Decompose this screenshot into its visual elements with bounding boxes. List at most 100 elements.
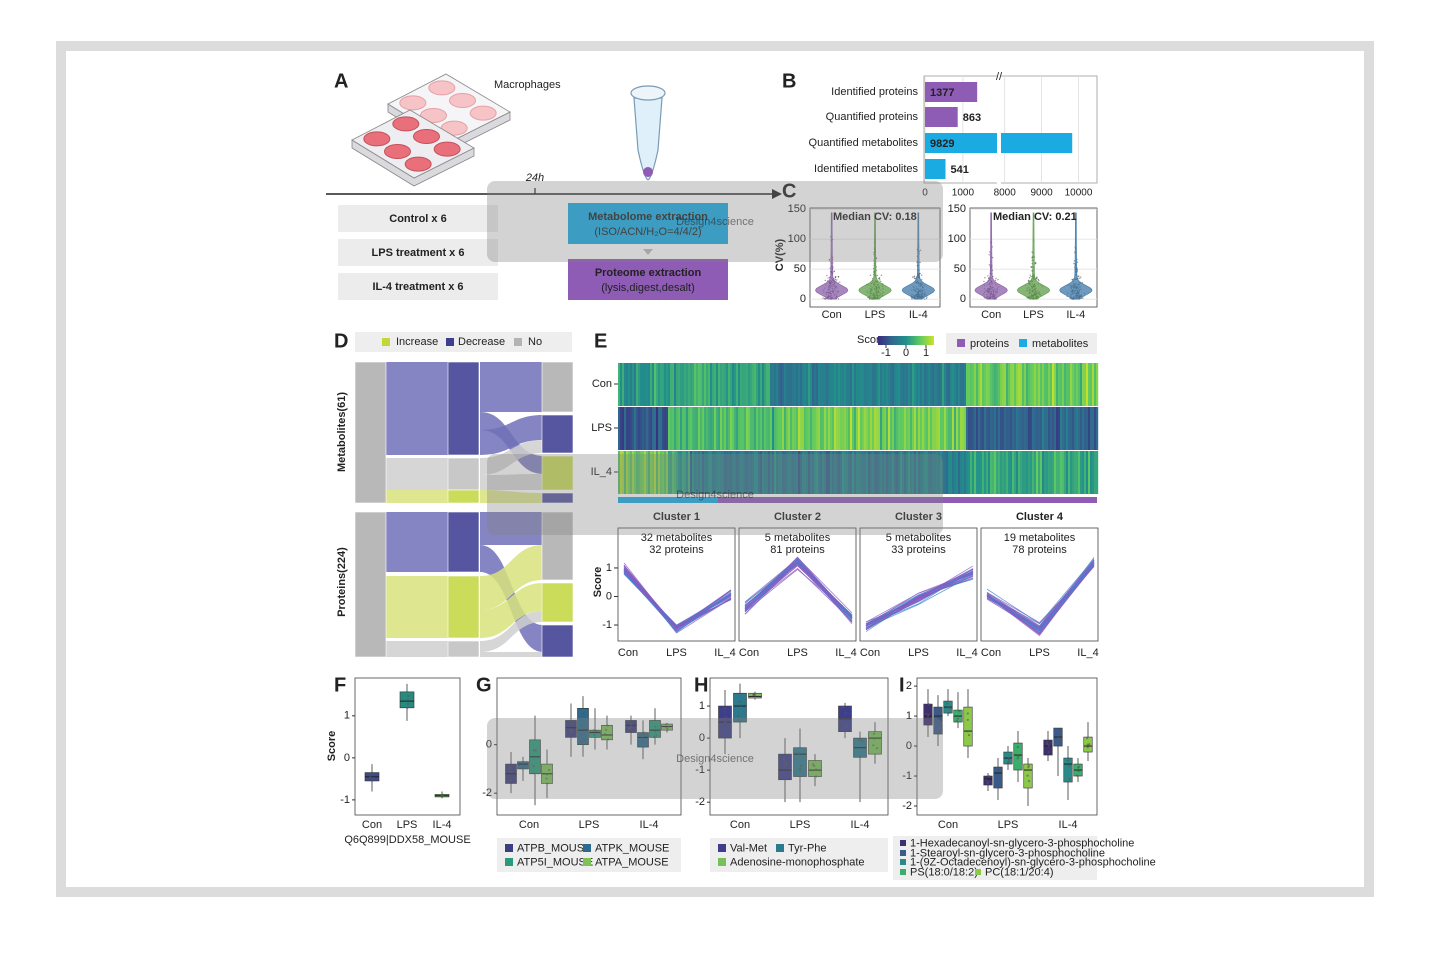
x-tick-label: Con (822, 309, 842, 321)
heatmap-cell (794, 407, 797, 450)
heatmap-cell (754, 363, 757, 406)
y-tick-label: 0 (800, 293, 806, 305)
heatmap-cell (852, 363, 855, 406)
heatmap-cell (682, 363, 685, 406)
heatmap-cell (1006, 407, 1009, 450)
point (655, 734, 658, 737)
heatmap-cell (976, 363, 979, 406)
heatmap-cell (936, 363, 939, 406)
profile-line (986, 559, 1095, 627)
heatmap-cell (760, 451, 763, 494)
heatmap-cell (826, 407, 829, 450)
heatmap-cell (1030, 407, 1033, 450)
well (449, 93, 476, 108)
point (876, 274, 879, 277)
point (859, 738, 862, 741)
x-tick-label: Con (739, 647, 759, 659)
heatmap-cell (842, 451, 845, 494)
heatmap-cell (838, 451, 841, 494)
heatmap-cell (778, 451, 781, 494)
heatmap-cell (636, 407, 639, 450)
heatmap-cell (1084, 407, 1087, 450)
profile-line (865, 569, 974, 627)
point (1027, 766, 1030, 769)
heatmap-cell (692, 363, 695, 406)
cluster-count: 78 proteins (1012, 544, 1067, 556)
point (839, 281, 841, 283)
heatmap-cell (922, 451, 925, 494)
heatmap-cell (698, 407, 701, 450)
point (1067, 765, 1071, 768)
point (878, 277, 880, 280)
heatmap-cell (1052, 451, 1055, 494)
heatmap-cell (632, 407, 635, 450)
heatmap-cell (950, 407, 953, 450)
heatmap-cell (880, 363, 883, 406)
violin (1016, 212, 1051, 300)
heatmap-cell (940, 451, 943, 494)
heatmap-cell (756, 451, 759, 494)
heatmap-cell (738, 363, 741, 406)
heatmap-cell (934, 451, 937, 494)
heatmap-cell (696, 451, 699, 494)
plot-title: Median CV: 0.21 (993, 211, 1077, 223)
heatmap-cell (748, 407, 751, 450)
point (822, 297, 824, 299)
heatmap-cell (668, 363, 671, 406)
point (811, 763, 815, 766)
heatmap-cell (688, 363, 691, 406)
point (1030, 275, 1032, 278)
heatmap-cell (944, 451, 947, 494)
heatmap-cell (956, 363, 959, 406)
point (737, 719, 740, 722)
legend-label: Increase (396, 336, 438, 348)
point (724, 720, 727, 724)
x-tick-label: LPS (790, 819, 811, 831)
heatmap-cell (1092, 363, 1095, 406)
heatmap-cell (962, 363, 965, 406)
point (630, 723, 633, 726)
heatmap-cell (936, 407, 939, 450)
heatmap-cell (984, 451, 987, 494)
heatmap-cell (930, 363, 933, 406)
heatmap-cell (700, 451, 703, 494)
point (844, 712, 847, 715)
heatmap-cell (920, 451, 923, 494)
point (604, 733, 607, 736)
heatmap-cell (1020, 407, 1023, 450)
heatmap-cell (752, 451, 755, 494)
heatmap-cell (786, 451, 789, 494)
cluster-count: 32 proteins (649, 544, 704, 556)
x-tick-label: Con (981, 647, 1001, 659)
heatmap-cell (946, 451, 949, 494)
heatmap-cell (1044, 451, 1047, 494)
heatmap-cell (1016, 451, 1019, 494)
heatmap-cell (762, 407, 765, 450)
heatmap-cell (808, 451, 811, 494)
point (1079, 277, 1081, 279)
heatmap-cell (936, 451, 939, 494)
violin (1059, 212, 1093, 300)
heatmap-cell (632, 451, 635, 494)
heatmap-cell (698, 363, 701, 406)
point (949, 706, 952, 710)
watermark: Design4science (676, 489, 754, 501)
point (936, 711, 939, 714)
heatmap-cell (756, 407, 759, 450)
y-tick-label: 1 (606, 562, 612, 574)
box (637, 732, 649, 748)
heatmap-cell (774, 407, 777, 450)
heatmap-cell (1064, 407, 1067, 450)
legend-swatch (505, 858, 513, 866)
heatmap-cell (792, 451, 795, 494)
row-label: IL_4 (591, 466, 612, 478)
flow (480, 474, 543, 490)
heatmap-cell (644, 363, 647, 406)
heatmap-cell (1058, 407, 1061, 450)
point (833, 270, 835, 273)
heatmap-cell (740, 407, 743, 450)
point (643, 731, 646, 734)
heatmap-cell (720, 451, 723, 494)
heatmap-cell (1064, 363, 1067, 406)
time-label: 24h (525, 172, 544, 184)
